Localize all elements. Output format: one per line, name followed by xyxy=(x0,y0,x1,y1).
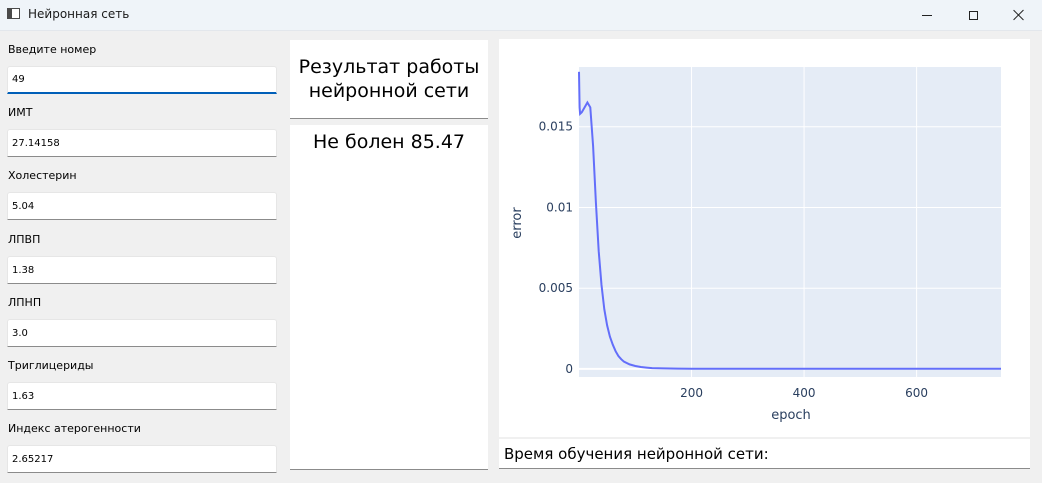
result-value: Не болен 85.47 xyxy=(312,131,466,153)
triglycerides-label: Триглицериды xyxy=(8,359,94,372)
bmi-input[interactable] xyxy=(7,129,277,157)
x-tick-label: 400 xyxy=(793,386,816,400)
ldl-label: ЛПНП xyxy=(8,296,42,309)
result-output-box: Не болен 85.47 xyxy=(290,125,488,470)
patient-number-label: Введите номер xyxy=(8,43,97,56)
plot-area xyxy=(579,67,1001,377)
window-title: Нейронная сеть xyxy=(28,7,130,21)
ldl-input[interactable] xyxy=(7,319,277,347)
minimize-button[interactable] xyxy=(904,0,950,30)
hdl-label: ЛПВП xyxy=(8,233,41,246)
close-button[interactable] xyxy=(996,0,1042,30)
minimize-icon xyxy=(922,14,932,16)
error-chart[interactable]: 200 400 600 0 0.005 0.01 0.015 epoch error xyxy=(499,39,1030,437)
error-chart-svg: 200 400 600 0 0.005 0.01 0.015 epoch error xyxy=(510,67,1001,423)
atherogenic-index-label: Индекс атерогенности xyxy=(8,422,141,435)
patient-number-input[interactable] xyxy=(7,66,277,94)
maximize-icon xyxy=(968,10,978,20)
y-axis-title: error xyxy=(510,207,525,239)
cholesterol-label: Холестерин xyxy=(8,169,77,182)
close-icon xyxy=(1013,9,1025,21)
result-title-box: Результат работы нейронной сети xyxy=(290,40,488,119)
result-title: Результат работы нейронной сети xyxy=(298,56,480,102)
x-tick-label: 600 xyxy=(905,386,928,400)
hdl-input[interactable] xyxy=(7,256,277,284)
y-tick-label: 0.015 xyxy=(539,120,573,134)
x-axis-title: epoch xyxy=(771,408,811,423)
error-series-line xyxy=(578,71,1001,370)
y-tick-label: 0.005 xyxy=(539,281,573,295)
x-tick-label: 200 xyxy=(680,386,703,400)
title-bar: Нейронная сеть xyxy=(0,0,1042,31)
training-time-box: Время обучения нейронной сети: xyxy=(499,439,1030,469)
triglycerides-input[interactable] xyxy=(7,382,277,410)
app-window-icon xyxy=(7,8,20,19)
bmi-label: ИМТ xyxy=(8,106,33,119)
y-tick-label: 0 xyxy=(565,362,573,376)
atherogenic-index-input[interactable] xyxy=(7,445,277,473)
maximize-button[interactable] xyxy=(950,0,996,30)
training-time-label: Время обучения нейронной сети: xyxy=(504,445,769,463)
y-tick-label: 0.01 xyxy=(546,200,573,214)
cholesterol-input[interactable] xyxy=(7,192,277,220)
